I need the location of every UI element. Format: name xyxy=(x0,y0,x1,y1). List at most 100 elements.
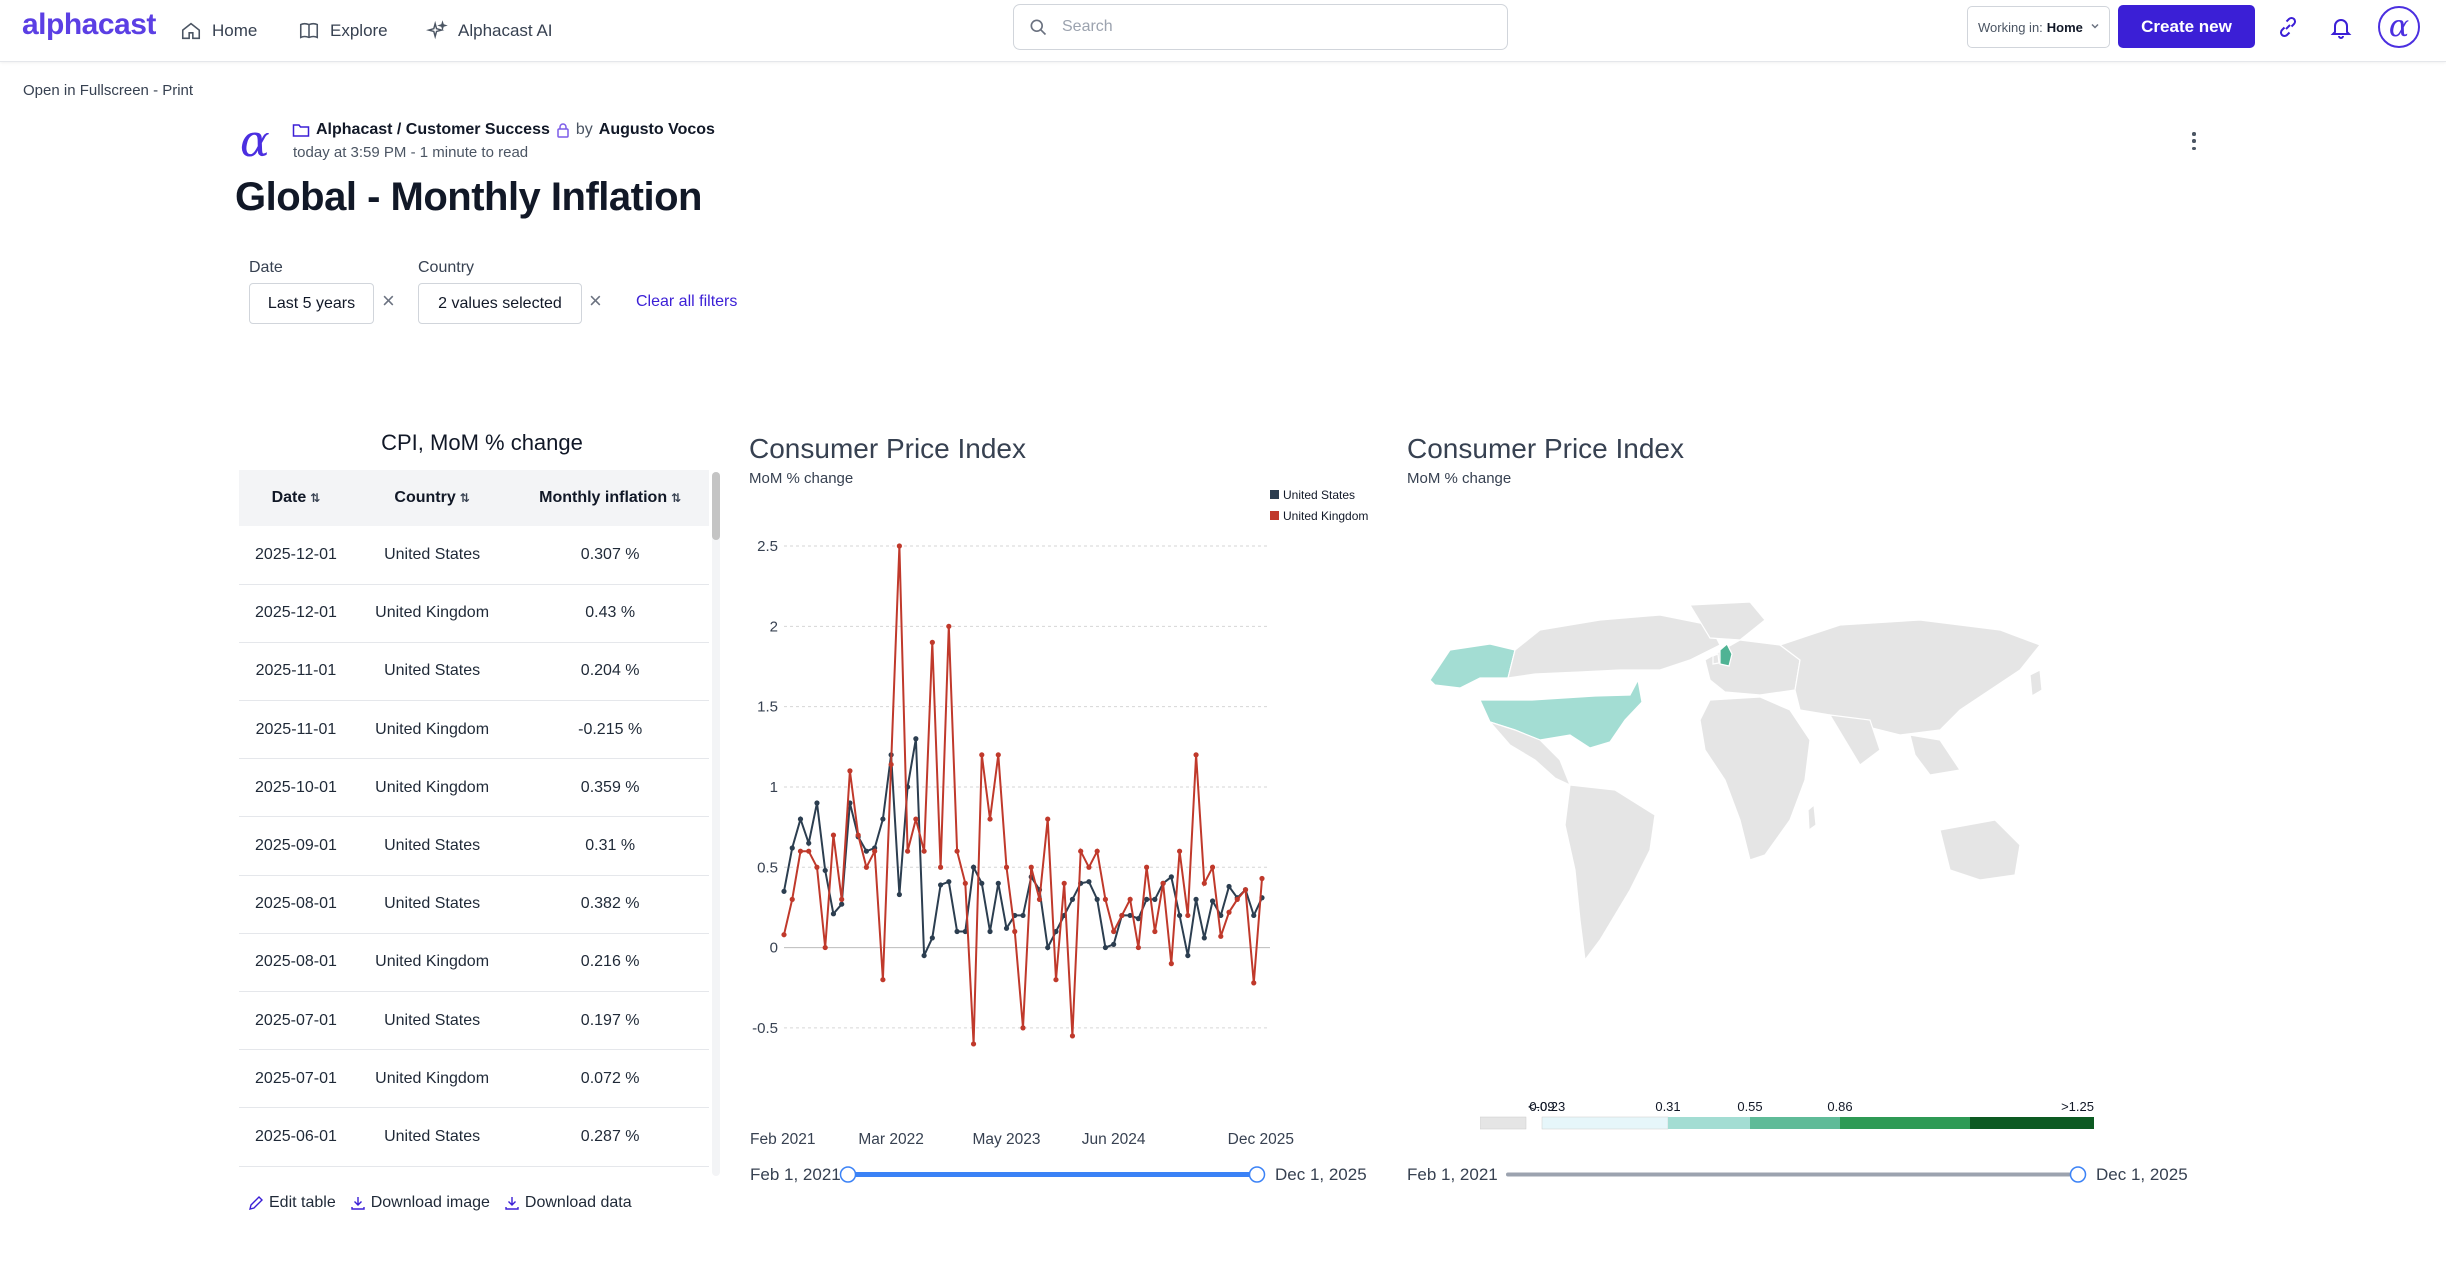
map-canada[interactable] xyxy=(1507,614,1721,679)
map-greenland[interactable] xyxy=(1688,601,1766,641)
map-chart-subtitle[interactable]: MoM % change xyxy=(1407,470,1512,487)
more-options-icon[interactable] xyxy=(2188,128,2200,154)
data-point xyxy=(888,761,894,768)
map-south-america[interactable] xyxy=(1564,784,1656,962)
data-point xyxy=(1127,896,1133,902)
data-point xyxy=(1185,912,1191,919)
map-legend[interactable]: <-0.230.09 0.31 0.55 0.86 >1.25 xyxy=(1480,1095,2110,1135)
data-point xyxy=(937,882,944,888)
clear-all-filters-link[interactable]: Clear all filters xyxy=(636,293,738,310)
workspace-selector[interactable]: Working in: Home xyxy=(1967,6,2110,48)
map-alaska[interactable] xyxy=(1429,643,1516,689)
map-india[interactable] xyxy=(1828,714,1881,766)
data-point xyxy=(1168,961,1174,967)
table-row[interactable]: 2025-08-01 United Kingdom 0.216 % xyxy=(239,933,709,993)
search-bar[interactable] xyxy=(1013,4,1508,50)
date-filter[interactable]: Last 5 years xyxy=(249,283,374,324)
create-new-button[interactable]: Create new xyxy=(2118,5,2255,48)
cell-monthly-inflation: 0.382 % xyxy=(511,875,709,934)
data-point xyxy=(1012,928,1018,935)
download-image-button[interactable]: Download image xyxy=(350,1194,490,1212)
data-point xyxy=(1176,912,1183,919)
table-scrollbar[interactable] xyxy=(712,472,720,1176)
data-point xyxy=(1226,909,1232,915)
nav-alphacast-ai[interactable]: Alphacast AI xyxy=(426,17,553,45)
map-united-kingdom[interactable] xyxy=(1719,643,1733,667)
edit-table-button[interactable]: Edit table xyxy=(248,1194,336,1212)
clear-date-filter-icon[interactable]: × xyxy=(382,288,395,313)
map-asia[interactable] xyxy=(1778,619,2041,736)
nav-ai-label: Alphacast AI xyxy=(458,21,553,40)
column-header-date[interactable]: Date ⇅ xyxy=(239,470,353,526)
map-slider-start-label[interactable]: Feb 1, 2021 xyxy=(1407,1165,1498,1184)
slider-handle-end xyxy=(2069,1166,2087,1183)
data-point xyxy=(806,848,812,854)
cell-monthly-inflation: 0.31 % xyxy=(511,816,709,876)
map-chart-title[interactable]: Consumer Price Index xyxy=(1407,433,1685,464)
data-point xyxy=(896,543,902,549)
alphacast-logo[interactable]: alphacast xyxy=(22,8,156,41)
home-icon xyxy=(181,22,201,40)
map-date-slider[interactable] xyxy=(1500,1165,2090,1185)
search-input[interactable] xyxy=(1062,18,1482,36)
nav-explore[interactable]: Explore xyxy=(298,17,388,45)
map-southeast-asia[interactable] xyxy=(1909,734,1962,776)
column-header-country[interactable]: Country ⇅ xyxy=(352,470,512,526)
user-avatar[interactable]: α xyxy=(2378,6,2420,48)
data-point xyxy=(970,864,977,870)
data-point xyxy=(1003,925,1010,931)
bell-icon[interactable] xyxy=(2326,12,2356,42)
country-filter[interactable]: 2 values selected xyxy=(418,283,582,324)
map-slider-end-label[interactable]: Dec 1, 2025 xyxy=(2096,1165,2188,1184)
map-africa[interactable] xyxy=(1699,696,1811,861)
x-tick-label: Feb 2021 xyxy=(750,1131,816,1148)
table-row[interactable]: 2025-10-01 United Kingdom 0.359 % xyxy=(239,758,709,818)
table-row[interactable]: 2025-11-01 United Kingdom -0.215 % xyxy=(239,700,709,760)
cell-country: United States xyxy=(352,816,512,876)
data-point xyxy=(781,932,787,938)
y-tick-label: 2.5 xyxy=(757,538,778,555)
map-australia[interactable] xyxy=(1939,819,2021,881)
column-header-monthly-inflation[interactable]: Monthly inflation ⇅ xyxy=(511,470,709,526)
download-data-button[interactable]: Download data xyxy=(504,1194,632,1212)
table-row[interactable]: 2025-11-01 United States 0.204 % xyxy=(239,642,709,702)
table-row[interactable]: 2025-07-01 United Kingdom 0.072 % xyxy=(239,1049,709,1109)
line-date-slider[interactable] xyxy=(838,1165,1270,1185)
cell-monthly-inflation: 0.287 % xyxy=(511,1107,709,1167)
open-fullscreen-link[interactable]: Open in Fullscreen - Print xyxy=(23,82,194,99)
nav-home[interactable]: Home xyxy=(180,17,257,45)
table-row[interactable]: 2025-08-01 United States 0.382 % xyxy=(239,875,709,934)
map-ireland[interactable] xyxy=(1712,653,1720,665)
data-point xyxy=(1193,896,1199,902)
article-path[interactable]: Alphacast / Customer Success xyxy=(316,121,550,138)
data-point xyxy=(995,880,1001,886)
map-japan[interactable] xyxy=(2029,669,2043,698)
table-row[interactable]: 2025-09-01 United States 0.31 % xyxy=(239,816,709,876)
data-point xyxy=(1053,977,1059,983)
author-name[interactable]: Augusto Vocos xyxy=(598,121,715,138)
data-point xyxy=(929,935,935,941)
date-filter-label: Date xyxy=(249,259,283,276)
legend-color-bin xyxy=(1970,1117,2094,1129)
slider-handle-end xyxy=(1248,1166,1266,1183)
data-point xyxy=(839,901,845,907)
legend-color-bin xyxy=(1668,1117,1750,1129)
data-point xyxy=(937,864,944,870)
data-point xyxy=(1209,898,1216,904)
table-row[interactable]: 2025-06-01 United States 0.287 % xyxy=(239,1107,709,1167)
map-madagascar[interactable] xyxy=(1807,803,1817,832)
data-point xyxy=(1152,896,1158,902)
data-table: Date ⇅ Country ⇅ Monthly inflation ⇅ 2025-1… xyxy=(239,470,709,1167)
data-point xyxy=(1201,935,1207,941)
clear-country-filter-icon[interactable]: × xyxy=(589,288,602,313)
link-icon[interactable] xyxy=(2273,12,2303,42)
scrollbar-thumb[interactable] xyxy=(712,472,720,540)
table-row[interactable]: 2025-12-01 United States 0.307 % xyxy=(239,526,709,585)
legend-bin-label: 0.09 xyxy=(1529,1099,1554,1114)
cell-country: United States xyxy=(352,991,512,1051)
legend-label: United States xyxy=(1283,488,1355,502)
table-row[interactable]: 2025-12-01 United Kingdom 0.43 % xyxy=(239,584,709,643)
table-row[interactable]: 2025-07-01 United States 0.197 % xyxy=(239,991,709,1051)
data-point xyxy=(1053,928,1059,935)
cell-date: 2025-08-01 xyxy=(239,933,353,993)
